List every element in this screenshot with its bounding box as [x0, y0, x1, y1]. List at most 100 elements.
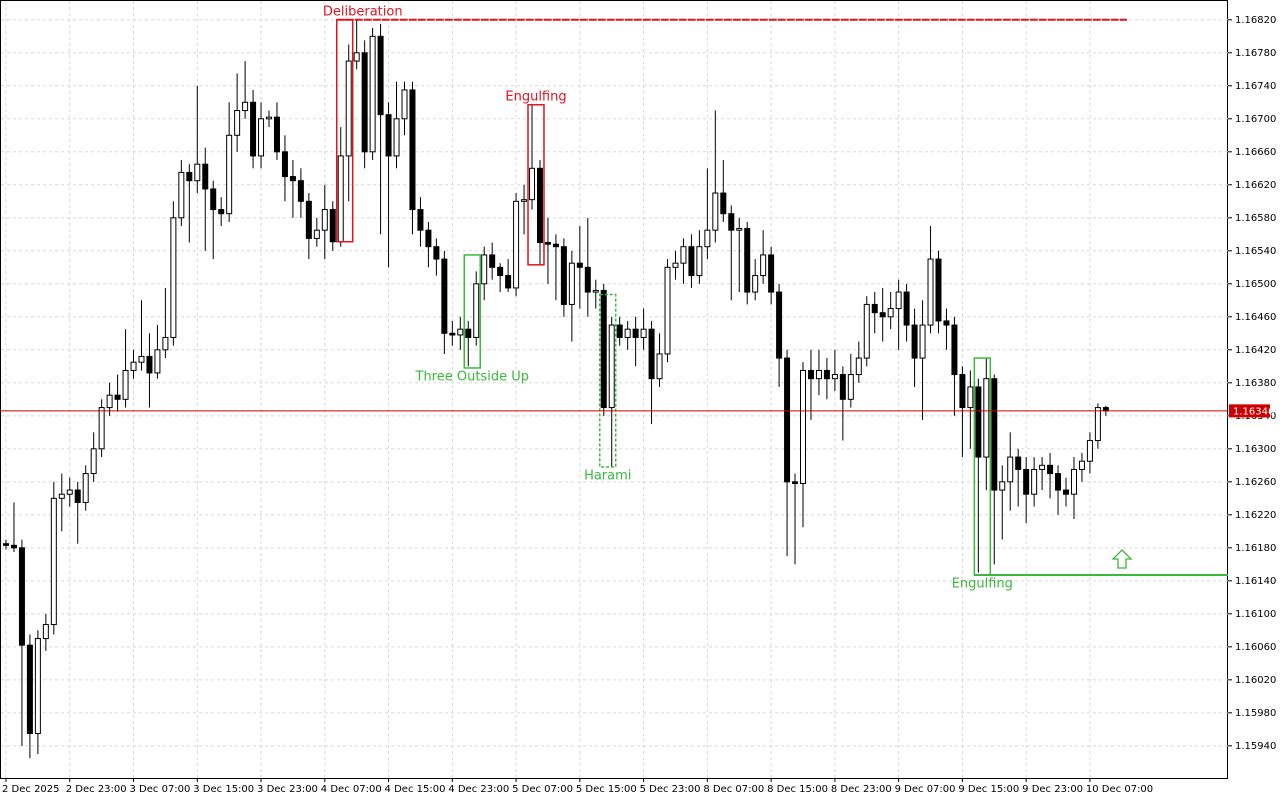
candle-body	[305, 200, 312, 239]
candle-body	[592, 289, 599, 293]
y-tick-label: 1.16420	[1235, 345, 1276, 356]
candle-body	[1007, 456, 1014, 483]
x-tick-label: 8 Dec 07:00	[703, 784, 764, 795]
candle-body	[1039, 464, 1046, 470]
candle-body	[927, 258, 934, 326]
candle-body	[688, 246, 695, 277]
candle-body	[624, 328, 631, 338]
candle-body	[226, 134, 233, 215]
candle-body	[1078, 460, 1085, 470]
candle-body	[815, 369, 822, 380]
candle-body	[385, 114, 392, 157]
candle-body	[967, 386, 974, 409]
candle-body	[792, 481, 799, 484]
candle-body	[720, 192, 727, 215]
candle-body	[393, 118, 400, 157]
candle-body	[489, 254, 496, 268]
candle-body	[943, 320, 950, 326]
candle-body	[497, 266, 504, 277]
x-tick-label: 5 Dec 23:00	[640, 784, 701, 795]
candle-body	[425, 229, 432, 248]
y-tick-label: 1.16220	[1235, 510, 1276, 521]
y-tick-label: 1.16740	[1235, 81, 1276, 92]
candle-body	[959, 374, 966, 409]
x-tick-label: 3 Dec 23:00	[257, 784, 318, 795]
candle-body	[855, 357, 862, 376]
candle-body	[505, 275, 512, 289]
x-tick-label: 3 Dec 15:00	[193, 784, 254, 795]
candle-body	[441, 258, 448, 334]
candle-body	[457, 328, 464, 336]
candle-body	[664, 266, 671, 355]
candle-body	[297, 180, 304, 202]
candle-body	[90, 448, 97, 475]
y-tick-label: 1.16380	[1235, 378, 1276, 389]
candle-body	[409, 89, 416, 211]
candle-body	[321, 209, 328, 231]
candle-body	[584, 266, 591, 293]
candle-body	[186, 171, 193, 182]
candle-body	[552, 243, 559, 248]
candle-body	[600, 289, 607, 409]
x-tick-label: 9 Dec 07:00	[895, 784, 956, 795]
candle-body	[473, 283, 480, 338]
x-tick-label: 9 Dec 15:00	[958, 784, 1019, 795]
candle-body	[903, 291, 910, 326]
pattern-label: Three Outside Up	[415, 369, 529, 384]
candle-body	[50, 497, 57, 626]
candle-body	[728, 213, 735, 231]
candle-body	[377, 35, 384, 116]
candle-body	[752, 275, 759, 293]
candle-body	[560, 246, 567, 305]
candle-body	[1094, 407, 1101, 442]
candle-body	[521, 199, 528, 202]
y-tick-label: 1.16100	[1235, 609, 1276, 620]
current-price-label: 1.16346	[1233, 406, 1274, 417]
candle-body	[170, 217, 177, 338]
y-tick-label: 1.16060	[1235, 642, 1276, 653]
candle-body	[656, 353, 663, 380]
y-tick-label: 1.16620	[1235, 180, 1276, 191]
candle-body	[433, 246, 440, 260]
x-tick-label: 10 Dec 07:00	[1086, 784, 1153, 795]
y-tick-label: 1.16700	[1235, 114, 1276, 125]
candle-body	[250, 101, 257, 157]
candle-body	[823, 369, 830, 380]
candle-body	[289, 176, 296, 182]
candle-body	[807, 369, 814, 380]
candle-body	[696, 246, 703, 277]
y-tick-label: 1.16780	[1235, 48, 1276, 59]
x-tick-label: 8 Dec 23:00	[831, 784, 892, 795]
candle-body	[536, 167, 543, 244]
pattern-box	[463, 254, 481, 369]
candle-body	[887, 308, 894, 318]
candle-body	[1086, 440, 1093, 462]
candle-body	[672, 262, 679, 268]
pattern-label: Deliberation	[323, 4, 403, 19]
candle-body	[768, 254, 775, 293]
candle-body	[648, 328, 655, 380]
candle-body	[576, 262, 583, 268]
y-tick-label: 1.16180	[1235, 543, 1276, 554]
x-tick-label: 8 Dec 15:00	[767, 784, 828, 795]
candle-body	[1015, 456, 1022, 470]
candle-body	[983, 378, 990, 458]
candle-body	[831, 374, 838, 380]
candle-body	[353, 52, 360, 62]
candle-body	[178, 171, 185, 219]
current-price-tag	[1229, 404, 1270, 418]
y-tick-label: 1.16660	[1235, 147, 1276, 158]
candle-body	[871, 303, 878, 314]
pattern-label: Engulfing	[505, 89, 566, 104]
candle-body	[975, 386, 982, 458]
candle-body	[712, 192, 719, 231]
candle-body	[481, 254, 488, 285]
candle-body	[273, 116, 280, 153]
overlays: Deliberation Engulfing Three Outside Up Har…	[1, 4, 1274, 592]
pattern-label: Engulfing	[952, 577, 1013, 592]
candle-body	[863, 303, 870, 359]
candle-body	[122, 369, 129, 400]
candle-body	[258, 118, 265, 157]
candle-body	[146, 355, 153, 374]
x-tick-label: 2 Dec 2025	[2, 784, 60, 795]
